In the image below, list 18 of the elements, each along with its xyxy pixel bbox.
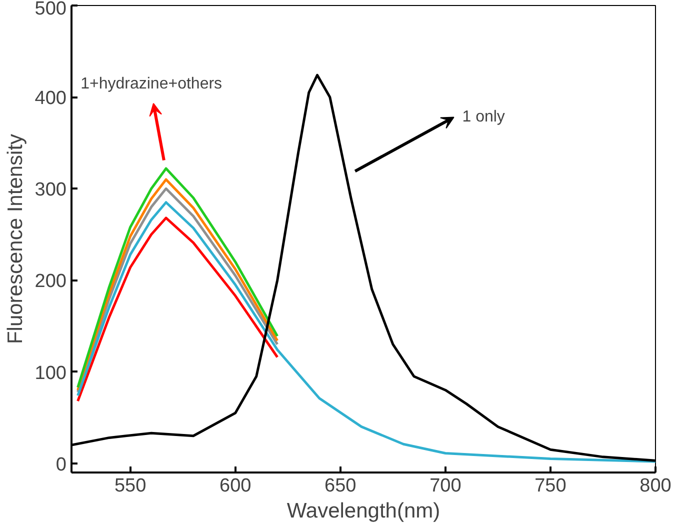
line-series	[76, 216, 279, 402]
x-tick-label: 700	[430, 476, 462, 496]
y-tick-label: 200	[34, 271, 66, 292]
x-tick-label: 800	[640, 476, 672, 496]
x-tick-label: 550	[114, 476, 146, 496]
y-tick-label: 100	[34, 362, 66, 384]
line-series	[76, 201, 656, 463]
x-tick-label: 600	[220, 476, 252, 496]
y-tick-label: 500	[34, 0, 66, 20]
y-tick-label: 0	[56, 454, 67, 476]
annotation: 1 only	[462, 108, 505, 126]
y-axis-title: Fluorescence Intensity	[4, 133, 27, 344]
y-tick-label: 300	[34, 180, 66, 201]
x-tick-label: 750	[534, 476, 566, 496]
y-tick-label: 400	[34, 88, 66, 110]
x-axis-title: Wavelength(nm)	[286, 500, 440, 522]
x-tick-label: 650	[324, 476, 356, 496]
annotation: 1+hydrazine+others	[80, 75, 222, 92]
